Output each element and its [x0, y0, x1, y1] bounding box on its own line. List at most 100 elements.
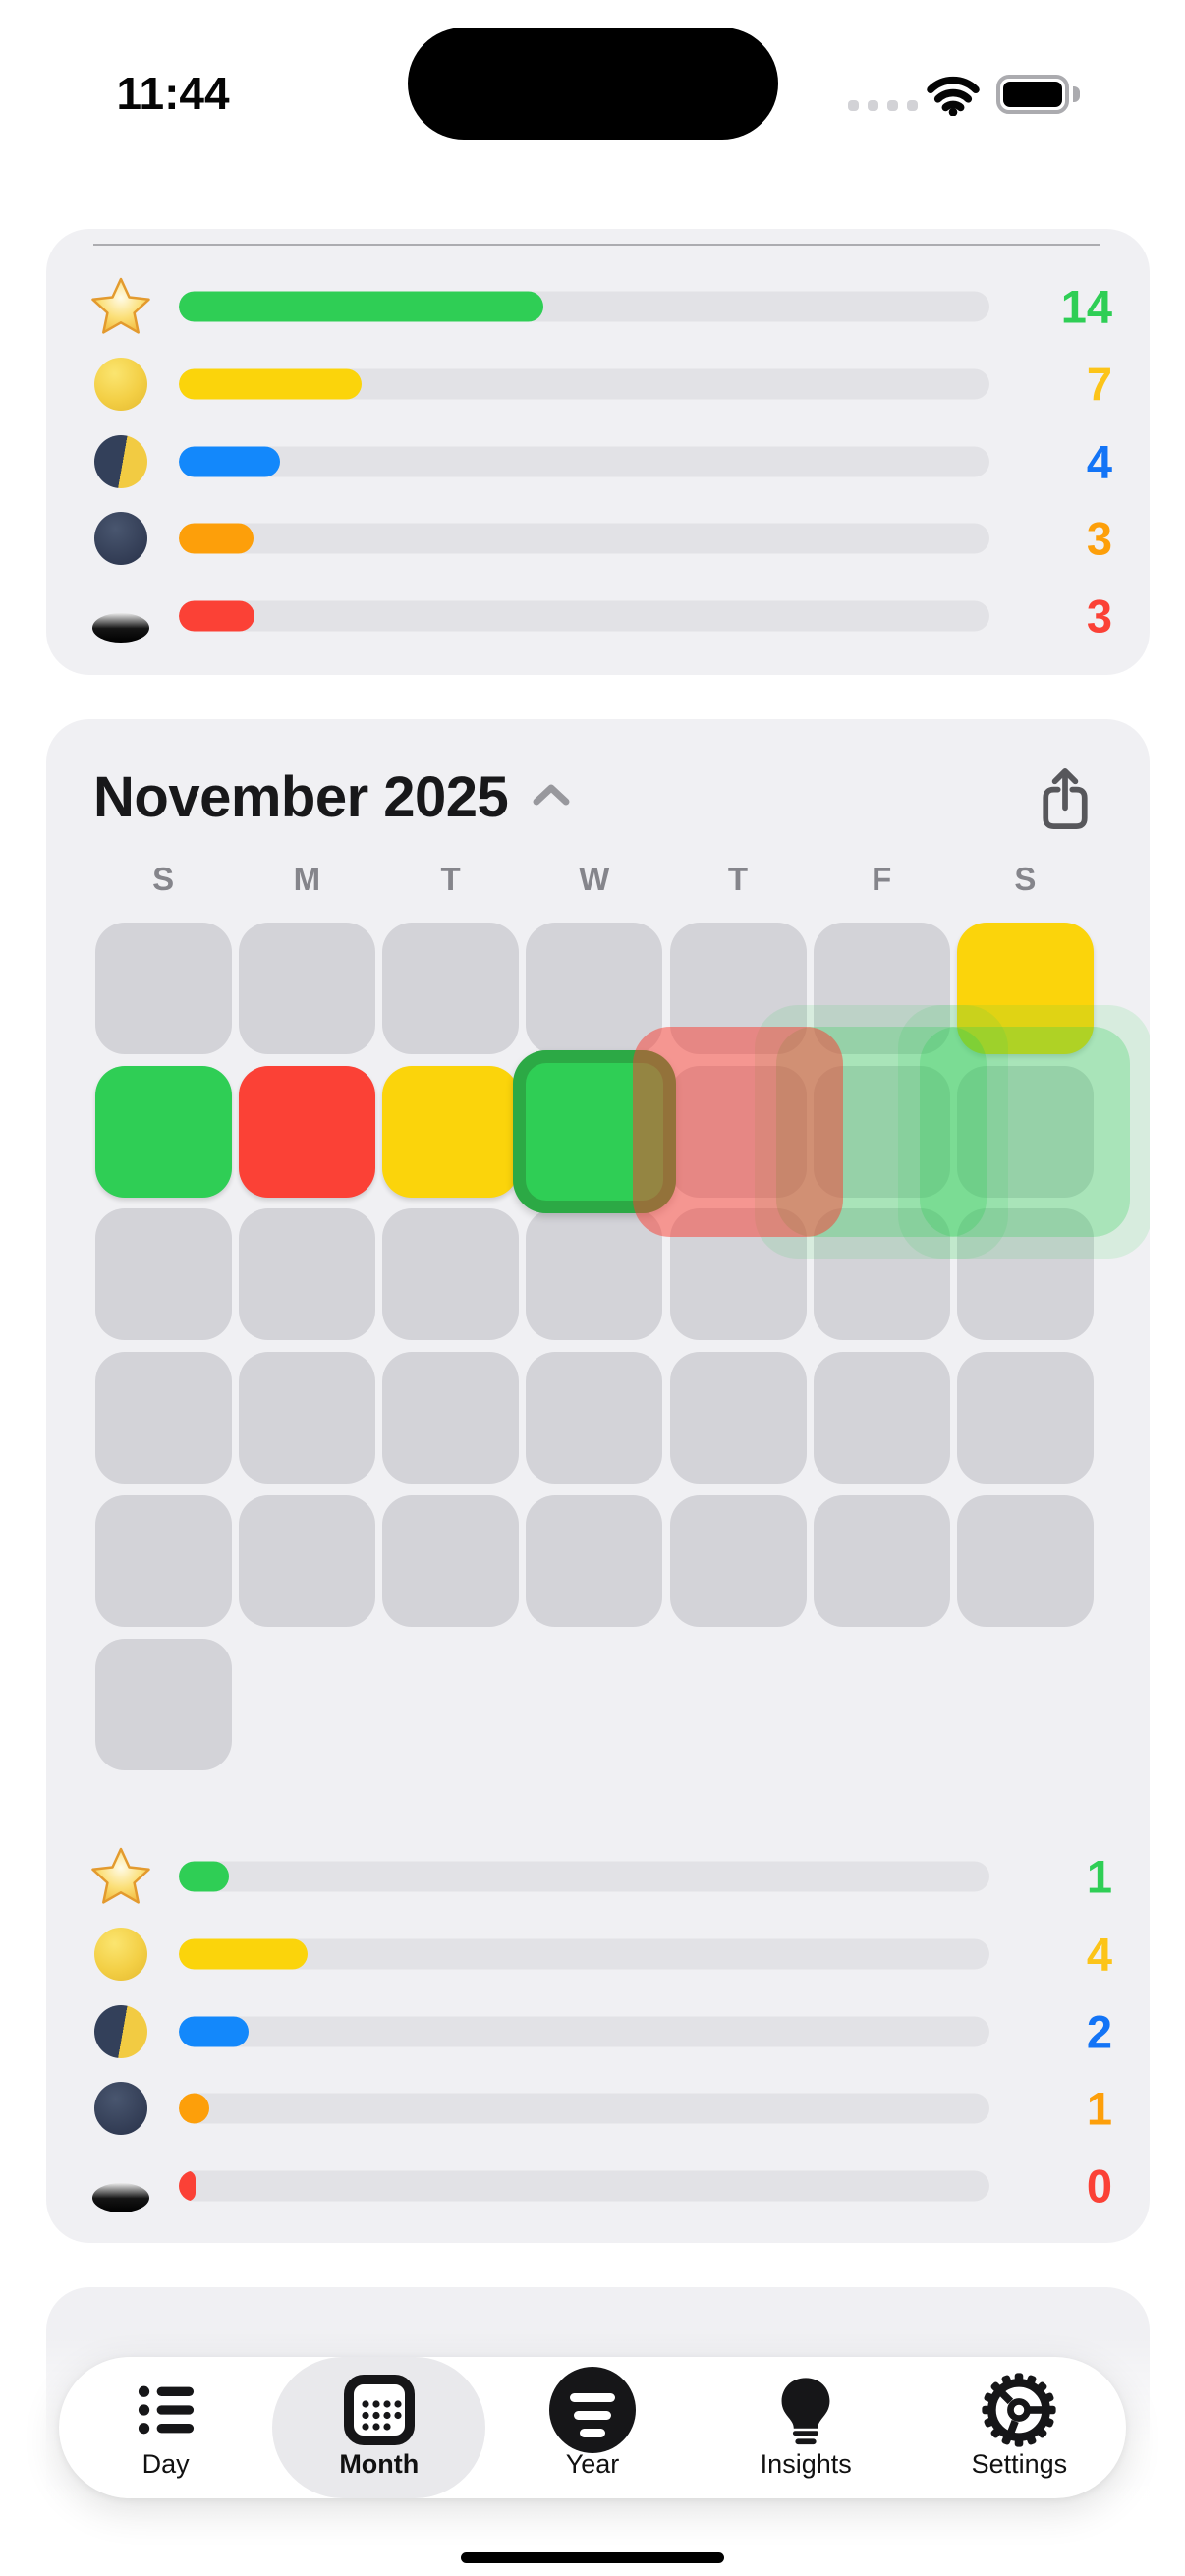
tab-label: Settings [971, 2449, 1068, 2479]
calendar-grid [46, 719, 1150, 2243]
stat-bar-fill [179, 600, 254, 632]
tab-year[interactable]: Year [485, 2357, 699, 2498]
calendar-day-cell[interactable] [382, 1208, 520, 1341]
stat-row: 4 [46, 422, 1150, 500]
home-indicator[interactable] [461, 2552, 724, 2563]
weekday-header: S [152, 861, 175, 897]
share-icon[interactable] [1040, 764, 1091, 833]
stat-value: 4 [1086, 435, 1112, 488]
filter-circle-icon [549, 2367, 636, 2453]
calendar-day-cell[interactable] [526, 1352, 663, 1484]
stat-bar-track [179, 2093, 989, 2124]
weekday-header: S [1014, 861, 1037, 897]
stat-bar-fill [179, 1861, 230, 1892]
calendar-day-cell[interactable] [382, 923, 520, 1054]
stat-row: 1 [46, 1838, 1150, 1916]
calendar-day-cell[interactable] [94, 1638, 232, 1770]
tab-label: Insights [760, 2449, 852, 2479]
tab-label: Month [339, 2449, 420, 2479]
stat-bar-track [179, 291, 989, 322]
calendar-day-cell[interactable] [813, 1352, 950, 1484]
calendar-day-cell[interactable] [94, 1494, 232, 1627]
half-moon-icon [85, 1996, 156, 2067]
hole-icon [85, 581, 156, 651]
tab-settings[interactable]: Settings [913, 2357, 1126, 2498]
stat-bar-track [179, 1861, 989, 1892]
calendar-day-cell[interactable] [813, 1208, 950, 1341]
card-divider [93, 244, 1100, 246]
calendar-day-cell[interactable] [526, 1208, 663, 1341]
tab-month[interactable]: Month [272, 2357, 486, 2498]
dynamic-island [408, 28, 778, 140]
calendar-day-cell[interactable] [813, 923, 950, 1054]
calendar-day-cell[interactable] [956, 1208, 1094, 1341]
star-icon [85, 271, 156, 342]
list-icon [138, 2369, 195, 2451]
animating-overlay-red [633, 1026, 843, 1237]
calendar-day-cell[interactable] [669, 1352, 807, 1484]
weekday-header: T [440, 861, 461, 897]
stat-value: 2 [1086, 2005, 1112, 2058]
weekday-header: W [579, 861, 610, 897]
calendar-day-cell[interactable] [94, 1208, 232, 1341]
stat-bar-fill [179, 2016, 249, 2047]
calendar-day-cell[interactable] [526, 923, 663, 1054]
cellular-signal-icon [848, 100, 918, 111]
calendar-day-cell[interactable] [526, 1494, 663, 1627]
tab-insights[interactable]: Insights [700, 2357, 913, 2498]
status-bar: 11:44 [0, 0, 1185, 177]
stats-bottom-rows: 1 4 2 1 0 [46, 1838, 1150, 2224]
stat-value: 0 [1086, 2159, 1112, 2212]
calendar-day-cell[interactable] [238, 1352, 375, 1484]
calendar-day-cell[interactable] [94, 923, 232, 1054]
stat-bar-fill [179, 2093, 209, 2124]
calendar-day-cell[interactable] [956, 1494, 1094, 1627]
tab-day[interactable]: Day [59, 2357, 272, 2498]
calendar-icon [343, 2369, 416, 2451]
weekday-header: T [727, 861, 749, 897]
stat-value: 3 [1086, 589, 1112, 643]
calendar-day-cell[interactable] [238, 1065, 375, 1198]
calendar-day-cell[interactable] [238, 1494, 375, 1627]
stat-bar-track [179, 523, 989, 554]
half-moon-icon [85, 426, 156, 497]
calendar-day-cell[interactable] [238, 1208, 375, 1341]
stat-value: 14 [1060, 280, 1112, 333]
stat-bar-track [179, 446, 989, 477]
star-icon [85, 1841, 156, 1912]
calendar-day-cell[interactable] [956, 1065, 1094, 1198]
stats-top-rows: 14 7 4 3 3 [46, 268, 1150, 654]
stat-bar-track [179, 368, 989, 400]
calendar-day-cell[interactable] [382, 1065, 520, 1198]
gear-icon [980, 2369, 1058, 2451]
stat-row: 4 [46, 1916, 1150, 1993]
weekday-header: M [293, 861, 321, 897]
calendar-day-cell[interactable] [238, 923, 375, 1054]
calendar-title[interactable]: November 2025 [93, 765, 509, 829]
calendar-day-cell[interactable] [813, 1494, 950, 1627]
calendar-day-cell[interactable] [94, 1352, 232, 1484]
stat-row: 0 [46, 2148, 1150, 2225]
calendar-day-cell[interactable] [956, 923, 1094, 1054]
calendar-day-cell[interactable] [382, 1352, 520, 1484]
mood-stats-card-top: 14 7 4 3 3 [46, 229, 1150, 675]
stat-row: 2 [46, 1992, 1150, 2070]
stat-value: 1 [1086, 1850, 1112, 1903]
stat-bar-fill [179, 523, 254, 554]
new-moon-icon [85, 503, 156, 574]
wifi-icon [925, 73, 982, 121]
calendar-day-cell[interactable] [382, 1494, 520, 1627]
calendar-day-cell[interactable] [94, 1065, 232, 1198]
calendar-card: November 2025 S M T W T F S 1 4 2 1 0 [46, 719, 1150, 2243]
stat-bar-track [179, 2016, 989, 2047]
new-moon-icon [85, 2073, 156, 2144]
calendar-day-cell[interactable] [669, 1494, 807, 1627]
calendar-day-cell[interactable] [956, 1352, 1094, 1484]
stat-bar-fill [179, 1938, 309, 1970]
stat-row: 7 [46, 346, 1150, 423]
stat-value: 4 [1086, 1928, 1112, 1981]
status-time: 11:44 [116, 68, 230, 119]
chevron-up-icon[interactable] [532, 781, 571, 813]
